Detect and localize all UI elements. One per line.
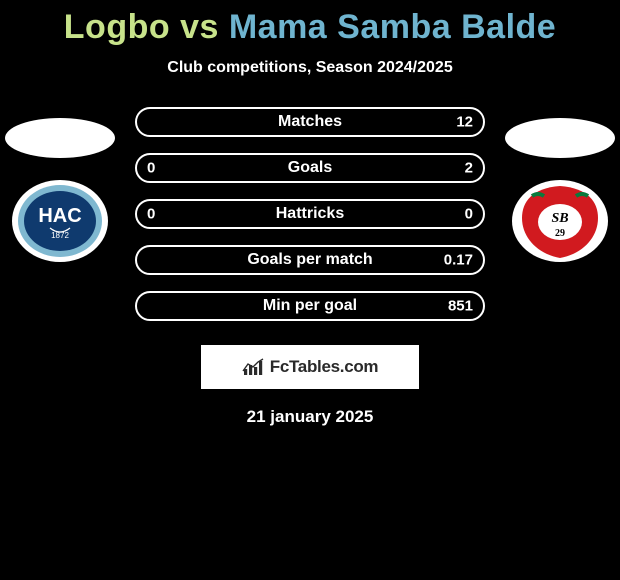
crest-left-text: HAC [38,205,81,227]
stat-row: 0 Hattricks 0 [135,199,485,229]
stat-row: Min per goal 851 [135,291,485,321]
stat-label: Min per goal [263,297,357,315]
subtitle: Club competitions, Season 2024/2025 [0,59,620,77]
stat-value-left: 0 [147,160,155,177]
stat-label: Matches [278,113,342,131]
stat-value-right: 0 [465,206,473,223]
player-right-silhouette [505,118,615,158]
player-right-column: SB 29 [500,118,620,264]
player-left-crest: HAC 1872 [10,178,110,264]
bar-chart-icon [242,357,266,377]
player-left-column: HAC 1872 [0,118,120,264]
stat-value-right: 0.17 [444,252,473,269]
stat-label: Goals per match [247,251,372,269]
stat-row: Goals per match 0.17 [135,245,485,275]
stat-label: Goals [288,159,332,177]
crest-right-sub: 29 [555,228,565,239]
stats-list: Matches 12 0 Goals 2 0 Hattricks 0 Goals per mat… [135,107,485,321]
page-title: Logbo vs Mama Samba Balde Logbo vs Mama … [0,8,620,47]
brand-box: FcTables.com [201,345,419,389]
date-line: 21 january 2025 [0,407,620,427]
brand-text: FcTables.com [270,357,379,377]
stat-value-right: 2 [465,160,473,177]
stat-value-right: 851 [448,298,473,315]
stat-value-left: 0 [147,206,155,223]
player-right-crest: SB 29 [510,178,610,264]
player-left-silhouette [5,118,115,158]
stat-row: 0 Goals 2 [135,153,485,183]
crest-right-text: SB [551,211,568,226]
stat-value-right: 12 [456,114,473,131]
infographic-root: Logbo vs Mama Samba Balde Logbo vs Mama … [0,0,620,580]
stat-row: Matches 12 [135,107,485,137]
stat-label: Hattricks [276,205,344,223]
